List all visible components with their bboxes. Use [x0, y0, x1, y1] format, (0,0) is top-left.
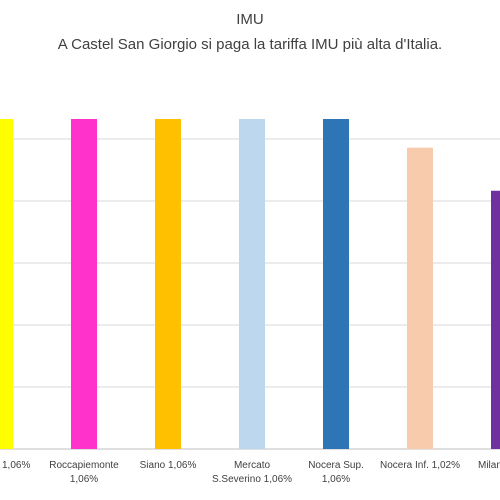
x-tick-label-line: 1,06%: [2, 460, 30, 471]
x-tick-label: Nocera Sup. 1,06%: [308, 460, 364, 485]
x-tick-label: Nocera Inf. 1,02%: [380, 460, 460, 471]
x-tick-label-line: Milan: [478, 460, 500, 471]
x-tick-label: Siano 1,06%: [140, 460, 197, 471]
x-tick-label-line: Nocera Inf. 1,02%: [380, 460, 460, 471]
x-tick-label-line: Siano 1,06%: [140, 460, 197, 471]
bars: [0, 119, 500, 449]
x-tick-label-line: 1,06%: [70, 474, 98, 485]
bar: [239, 119, 265, 449]
x-tick-label-line: Nocera Sup.: [308, 460, 364, 471]
x-tick-label: Mercato S.Severino 1,06%: [212, 460, 292, 485]
bar: [407, 147, 433, 449]
bar: [0, 119, 13, 449]
x-tick-label-line: S.Severino 1,06%: [212, 474, 292, 485]
x-tick-label: 1,06%: [2, 460, 30, 471]
chart-title: IMU: [236, 11, 264, 28]
x-tick-label: Milan: [478, 460, 500, 471]
x-tick-label-line: 1,06%: [322, 474, 350, 485]
x-tick-label-line: Mercato: [234, 460, 271, 471]
category-labels: 1,06% Roccapiemonte 1,06% Siano 1,06% Mercat…: [2, 460, 500, 485]
bar: [71, 119, 97, 449]
bar: [491, 190, 500, 449]
bar: [323, 119, 349, 449]
x-tick-label-line: Roccapiemonte: [49, 460, 119, 471]
x-tick-label: Roccapiemonte 1,06%: [49, 460, 119, 485]
chart-subtitle: A Castel San Giorgio si paga la tariffa …: [58, 36, 442, 53]
bar: [155, 119, 181, 449]
